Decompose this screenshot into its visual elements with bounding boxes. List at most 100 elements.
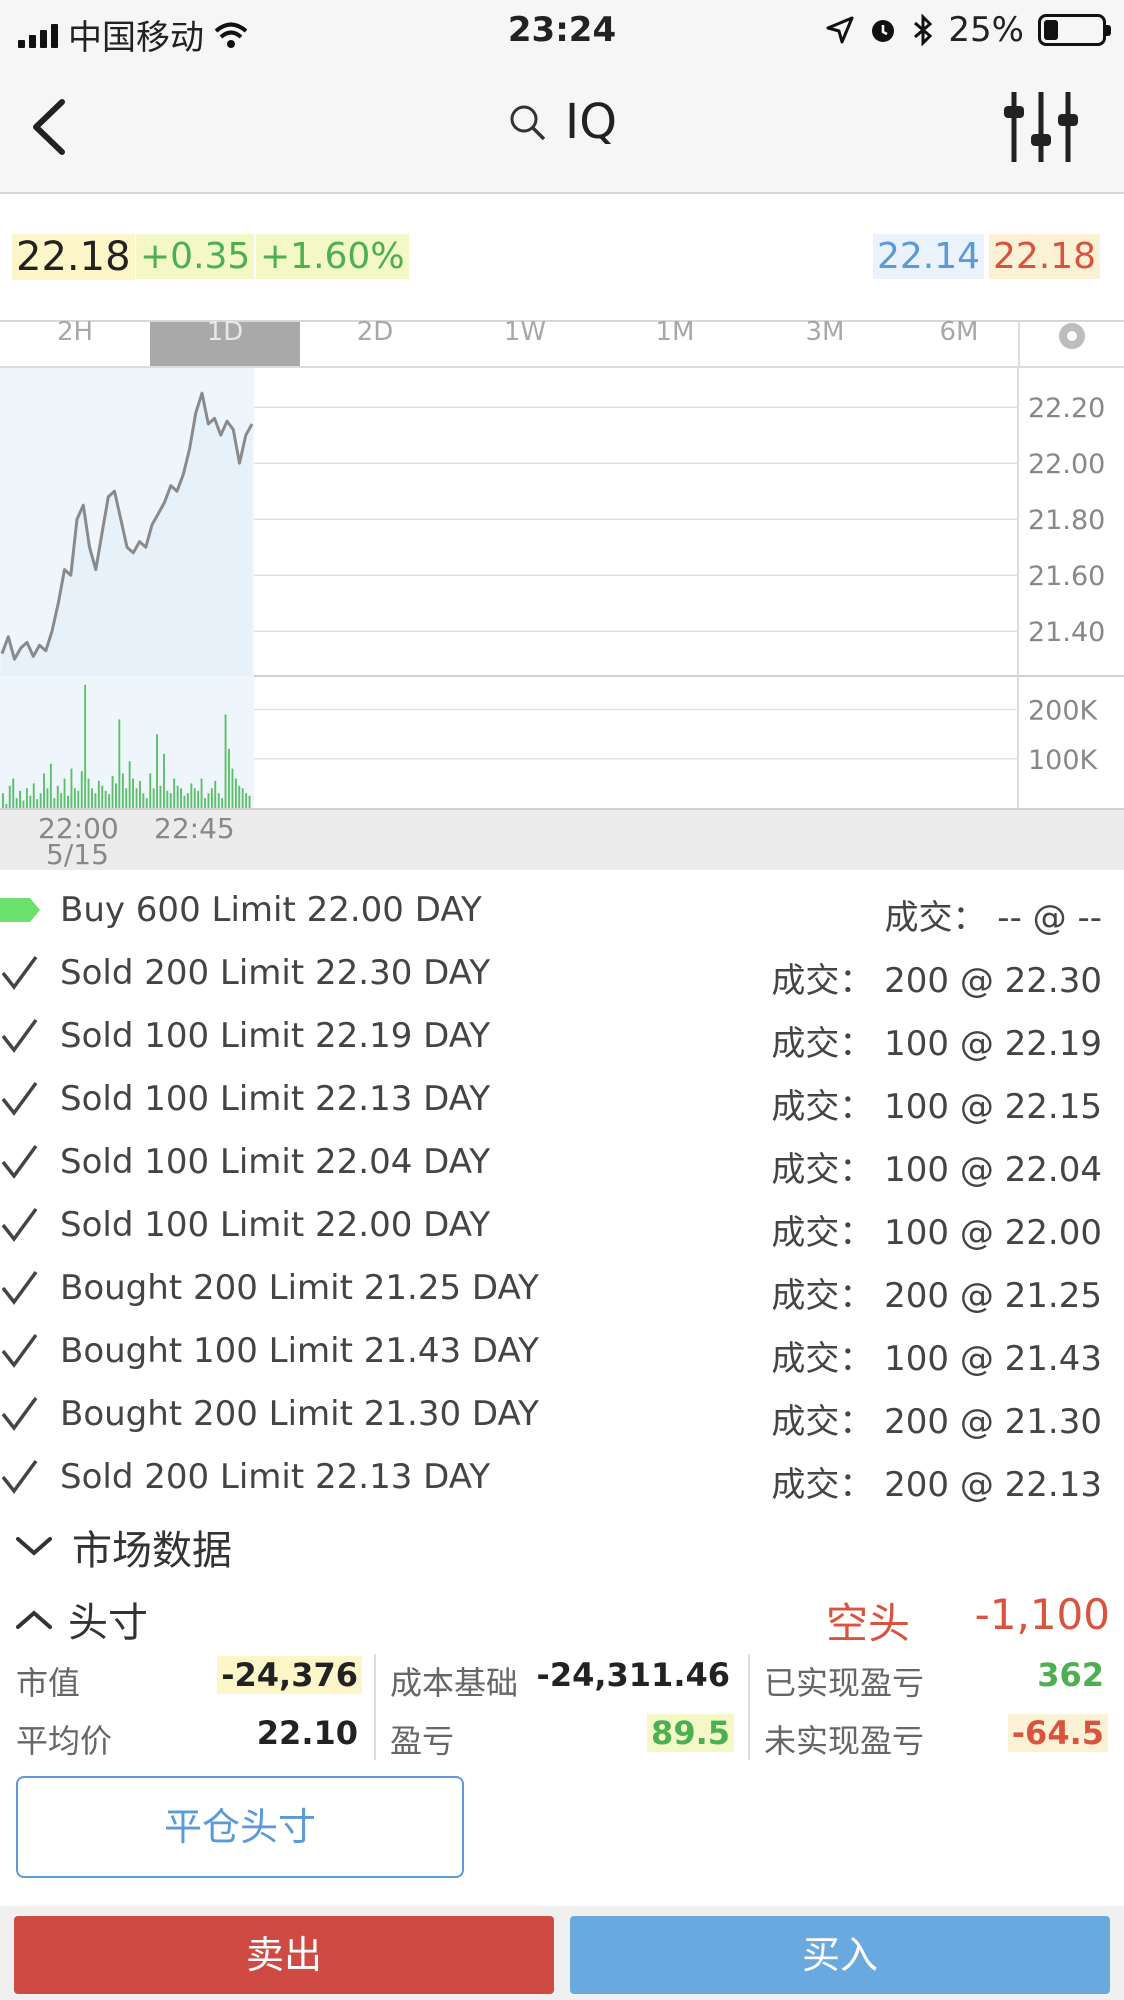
volume-bar: [221, 798, 224, 808]
volume-bar: [204, 798, 206, 808]
order-row[interactable]: Sold 100 Limit 22.19 DAY 成交： 100 @ 22.19: [0, 1006, 1124, 1068]
order-row[interactable]: Sold 100 Limit 22.04 DAY 成交： 100 @ 22.04: [0, 1132, 1124, 1194]
volume-bar: [139, 780, 141, 808]
check-icon: [1, 1144, 38, 1179]
price-line: [0, 391, 254, 661]
volume-bar: [176, 785, 179, 808]
battery-percent: 25%: [948, 10, 1024, 50]
carrier-label: 中国移动: [68, 18, 204, 58]
tab-1d[interactable]: 1D: [150, 319, 300, 366]
sell-button[interactable]: 卖出: [14, 1916, 554, 1994]
time-axis: 22:00 22:45 5/15: [0, 810, 1124, 871]
search-icon: [510, 105, 546, 141]
tab-3m[interactable]: 3M: [805, 317, 845, 347]
tab-1w[interactable]: 1W: [503, 317, 547, 347]
clock: 23:24: [507, 10, 617, 50]
volume-bar: [132, 778, 134, 808]
tab-1m[interactable]: 1M: [655, 317, 695, 347]
price-tick-label: 21.80: [1028, 505, 1105, 536]
order-description: Bought 200 Limit 21.25 DAY: [60, 1268, 539, 1308]
order-fill: 成交： 200 @ 21.30: [771, 1402, 1102, 1442]
volume-bar: [12, 778, 15, 808]
close-position-button[interactable]: 平仓头寸: [16, 1776, 464, 1878]
check-icon: [1, 1459, 38, 1494]
price-tick-label: 22.00: [1028, 449, 1105, 480]
volume-bar: [56, 785, 59, 808]
symbol-search[interactable]: IQ: [0, 94, 1124, 150]
position-header[interactable]: 头寸 空头 -1,100: [14, 1590, 1110, 1648]
order-row[interactable]: Bought 200 Limit 21.30 DAY 成交： 200 @ 21.…: [0, 1384, 1124, 1446]
stat-value: -64.5: [1007, 1714, 1108, 1752]
stat-value: 362: [1037, 1656, 1104, 1694]
order-description: Sold 100 Limit 22.19 DAY: [60, 1016, 491, 1056]
chevron-down-icon: [16, 1537, 52, 1556]
order-fill: 成交： 100 @ 21.43: [771, 1339, 1102, 1379]
volume-bar: [101, 785, 104, 808]
working-order-flag-icon: [0, 898, 40, 922]
chevron-up-icon: [16, 1610, 52, 1629]
time-tick-label: 22:00: [38, 812, 119, 845]
price-tick-label: 21.60: [1028, 561, 1105, 592]
volume-bar: [46, 788, 49, 808]
position-toggle[interactable]: 头寸: [14, 1590, 148, 1648]
order-row[interactable]: Sold 200 Limit 22.30 DAY 成交： 200 @ 22.30: [0, 943, 1124, 1005]
order-fill: 成交： 200 @ 22.13: [771, 1465, 1102, 1505]
back-chevron-icon[interactable]: [20, 92, 90, 162]
stat-cost-basis: 成本基础 -24,311.46: [390, 1650, 734, 1706]
order-row[interactable]: Bought 200 Limit 21.25 DAY 成交： 200 @ 21.…: [0, 1258, 1124, 1320]
last-price: 22.18: [12, 234, 135, 280]
volume-bar: [207, 793, 210, 808]
volume-bar: [53, 798, 56, 808]
volume-bar: [84, 684, 87, 808]
order-row[interactable]: Sold 200 Limit 22.13 DAY 成交： 200 @ 22.13: [0, 1447, 1124, 1509]
volume-bar: [8, 785, 11, 808]
volume-bar: [217, 793, 220, 808]
volume-bar: [149, 773, 152, 808]
status-bar: 中国移动 23:24 25%: [0, 0, 1124, 62]
bluetooth-icon: [914, 14, 933, 46]
nav-bar: IQ: [0, 62, 1124, 194]
order-row[interactable]: Buy 600 Limit 22.00 DAY 成交： -- @ --: [0, 880, 1124, 942]
volume-bar: [36, 799, 39, 808]
stat-label: 未实现盈亏: [764, 1722, 925, 1760]
volume-bar: [210, 788, 213, 808]
price-chart[interactable]: 22.20 22.00 21.80 21.60 21.40 200K 100K: [0, 368, 1124, 810]
volume-bar: [121, 773, 124, 808]
date-label: 5/15: [46, 838, 109, 871]
volume-bar: [2, 793, 4, 808]
price-change-percent: +1.60%: [256, 234, 409, 279]
volume-bar: [29, 795, 32, 808]
position-quantity: -1,100: [974, 1590, 1110, 1639]
tab-2d[interactable]: 2D: [356, 317, 394, 347]
stat-realized-pnl: 已实现盈亏 362: [764, 1650, 1108, 1706]
volume-bar: [245, 793, 248, 808]
order-row[interactable]: Bought 100 Limit 21.43 DAY 成交： 100 @ 21.…: [0, 1321, 1124, 1383]
order-fill: 成交： 100 @ 22.00: [771, 1213, 1102, 1253]
volume-bar: [60, 793, 63, 808]
tab-2h[interactable]: 2H: [56, 317, 94, 347]
stat-label: 已实现盈亏: [764, 1664, 925, 1702]
order-fill: 成交： 100 @ 22.04: [771, 1150, 1102, 1190]
settings-sliders-icon[interactable]: [998, 84, 1084, 170]
volume-bar: [118, 719, 121, 808]
tab-6m[interactable]: 6M: [939, 317, 979, 347]
price-change: +0.35: [136, 234, 255, 279]
order-row[interactable]: Sold 100 Limit 22.00 DAY 成交： 100 @ 22.00: [0, 1195, 1124, 1257]
stat-label: 盈亏: [390, 1722, 455, 1760]
volume-bar: [152, 788, 155, 808]
order-row[interactable]: Sold 100 Limit 22.13 DAY 成交： 100 @ 22.15: [0, 1069, 1124, 1131]
market-data-toggle[interactable]: 市场数据: [14, 1518, 232, 1576]
stat-label: 市值: [16, 1664, 81, 1702]
wifi-icon: [214, 22, 248, 48]
order-fill: 成交： -- @ --: [884, 898, 1103, 938]
tabs-divider: [1018, 322, 1020, 368]
check-icon: [1, 1081, 38, 1116]
volume-bar: [197, 790, 200, 808]
order-description: Bought 100 Limit 21.43 DAY: [60, 1331, 539, 1371]
gear-icon[interactable]: [1048, 322, 1096, 362]
order-description: Sold 100 Limit 22.00 DAY: [60, 1205, 491, 1245]
volume-bar: [224, 714, 227, 808]
volume-bar: [87, 778, 90, 808]
check-icon: [1, 1018, 38, 1053]
buy-button[interactable]: 买入: [570, 1916, 1110, 1994]
